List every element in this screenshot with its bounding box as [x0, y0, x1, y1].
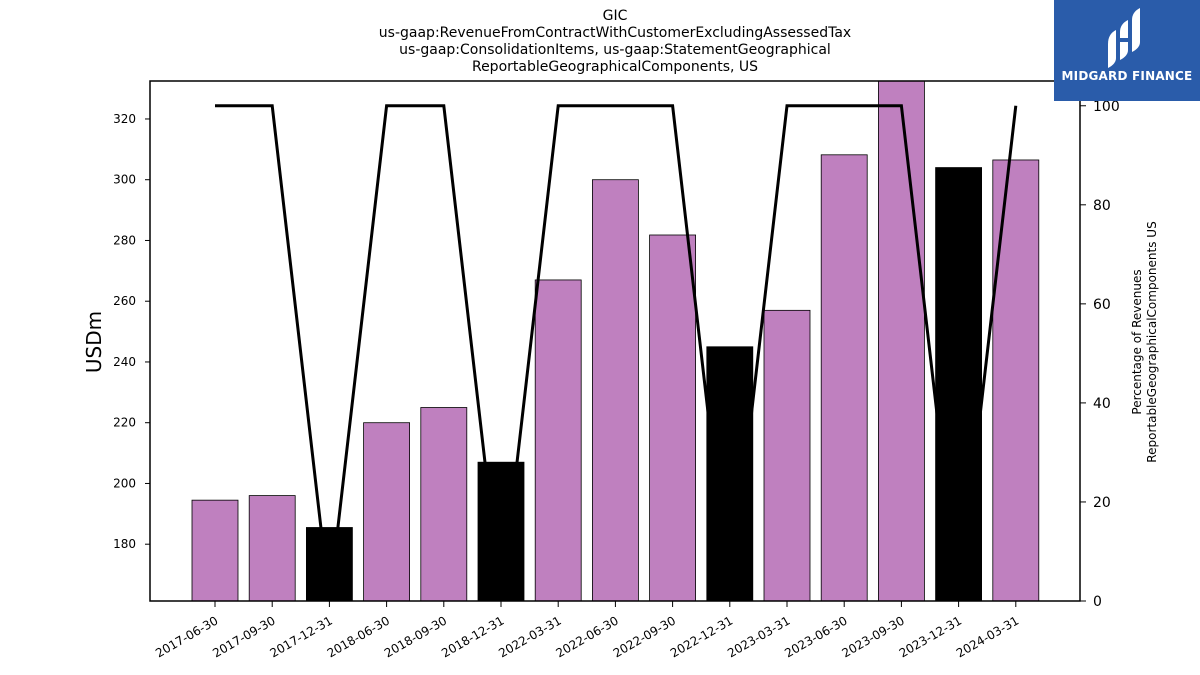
x-tick-label: 2017-12-31: [267, 613, 334, 660]
chart-title-line: ReportableGeographicalComponents, US: [472, 59, 758, 75]
bar-2023-12-31: [935, 167, 982, 602]
x-tick-label: 2022-03-31: [496, 613, 563, 660]
bar-2023-09-30: [878, 80, 925, 602]
bar-2018-12-31: [477, 461, 525, 602]
percentage-line-group: [215, 104, 1018, 602]
bar-2017-06-30: [191, 499, 239, 602]
chart-title: GICus-gaap:RevenueFromContractWithCustom…: [379, 8, 851, 75]
bar-2024-03-31: [992, 159, 1040, 602]
x-tick-label: 2017-09-30: [210, 613, 277, 660]
y-tick-label: 180: [113, 537, 136, 551]
bar-2017-09-30: [248, 495, 296, 602]
x-tick-label: 2023-06-30: [782, 613, 849, 660]
x-tick-label: 2023-09-30: [839, 613, 906, 660]
y2-tick-label: 100: [1093, 99, 1120, 115]
x-tick-label: 2023-03-31: [725, 613, 792, 660]
bars-group: [191, 80, 1040, 602]
y2-axis-label-line: Percentage of Revenues: [1130, 269, 1144, 414]
bar-2022-09-30: [649, 234, 696, 602]
y2-tick-label: 0: [1093, 594, 1102, 610]
x-tick-label: 2018-06-30: [325, 613, 392, 660]
bar-2018-09-30: [420, 407, 468, 602]
x-tick-label: 2018-12-31: [439, 613, 506, 660]
y-tick-label: 200: [113, 476, 136, 490]
bar-2023-06-30: [820, 154, 868, 602]
midgard-finance-logo: MIDGARD FINANCE: [1054, 0, 1200, 101]
y-tick-label: 220: [113, 416, 136, 430]
logo-mark-icon: [1108, 8, 1140, 68]
y2-tick-label: 60: [1093, 297, 1111, 313]
y-tick-label: 280: [113, 233, 136, 247]
percentage-line: [215, 104, 1018, 602]
x-tick-label: 2022-09-30: [611, 613, 678, 660]
x-tick-label: 2018-09-30: [382, 613, 449, 660]
bar-2022-03-31: [534, 279, 582, 602]
bar-2018-06-30: [363, 422, 411, 602]
chart-title-line: us-gaap:ConsolidationItems, us-gaap:Stat…: [399, 42, 831, 58]
chart-title-line: us-gaap:RevenueFromContractWithCustomerE…: [379, 25, 851, 41]
y2-tick-label: 20: [1093, 495, 1111, 511]
chart-title-line: GIC: [603, 8, 628, 24]
bar-2023-03-31: [763, 309, 811, 602]
y-tick-label: 260: [113, 294, 136, 308]
y2-axis-label-line: ReportableGeographicalComponents US: [1145, 221, 1159, 462]
y-axis-label-text: USDm: [82, 311, 106, 373]
bar-2022-06-30: [592, 179, 639, 602]
x-tick-label: 2022-06-30: [553, 613, 620, 660]
x-tick-label: 2017-06-30: [153, 613, 220, 660]
y2-axis-label: Percentage of Revenues ReportableGeograph…: [1130, 221, 1159, 462]
y2-tick-label: 80: [1093, 198, 1111, 214]
y2-tick-label: 40: [1093, 396, 1111, 412]
x-tick-label: 2024-03-31: [954, 613, 1021, 660]
y-axis-label: USDm: [82, 311, 106, 373]
bar-2017-12-31: [305, 527, 353, 602]
logo-text: MIDGARD FINANCE: [1061, 69, 1193, 83]
x-tick-label: 2023-12-31: [897, 613, 964, 660]
y-tick-label: 240: [113, 355, 136, 369]
x-tick-label: 2022-12-31: [668, 613, 735, 660]
y-tick-label: 300: [113, 173, 136, 187]
y-tick-label: 320: [113, 112, 136, 126]
